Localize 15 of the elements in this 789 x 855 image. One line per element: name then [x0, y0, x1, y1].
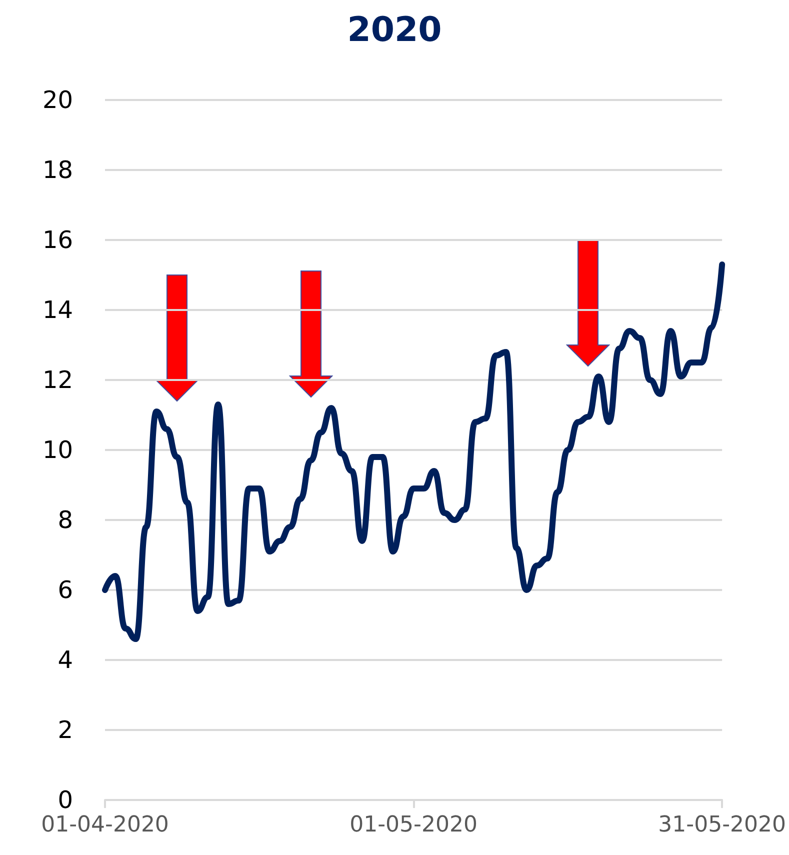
y-tick-label: 12	[42, 366, 73, 394]
y-tick-label: 4	[58, 646, 73, 674]
y-tick-label: 16	[42, 226, 73, 254]
y-tick-label: 0	[58, 786, 73, 814]
y-tick-label: 14	[42, 296, 73, 324]
x-tick-label: 31-05-2020	[658, 812, 786, 838]
y-tick-label: 18	[42, 156, 73, 184]
y-tick-label: 2	[58, 716, 73, 744]
y-tick-label: 10	[42, 436, 73, 464]
y-tick-label: 8	[58, 506, 73, 534]
chart-title: 2020	[347, 10, 442, 50]
y-tick-label: 20	[42, 86, 73, 114]
y-tick-label: 6	[58, 576, 73, 604]
x-tick-label: 01-04-2020	[41, 812, 169, 838]
x-tick-label: 01-05-2020	[350, 812, 478, 838]
